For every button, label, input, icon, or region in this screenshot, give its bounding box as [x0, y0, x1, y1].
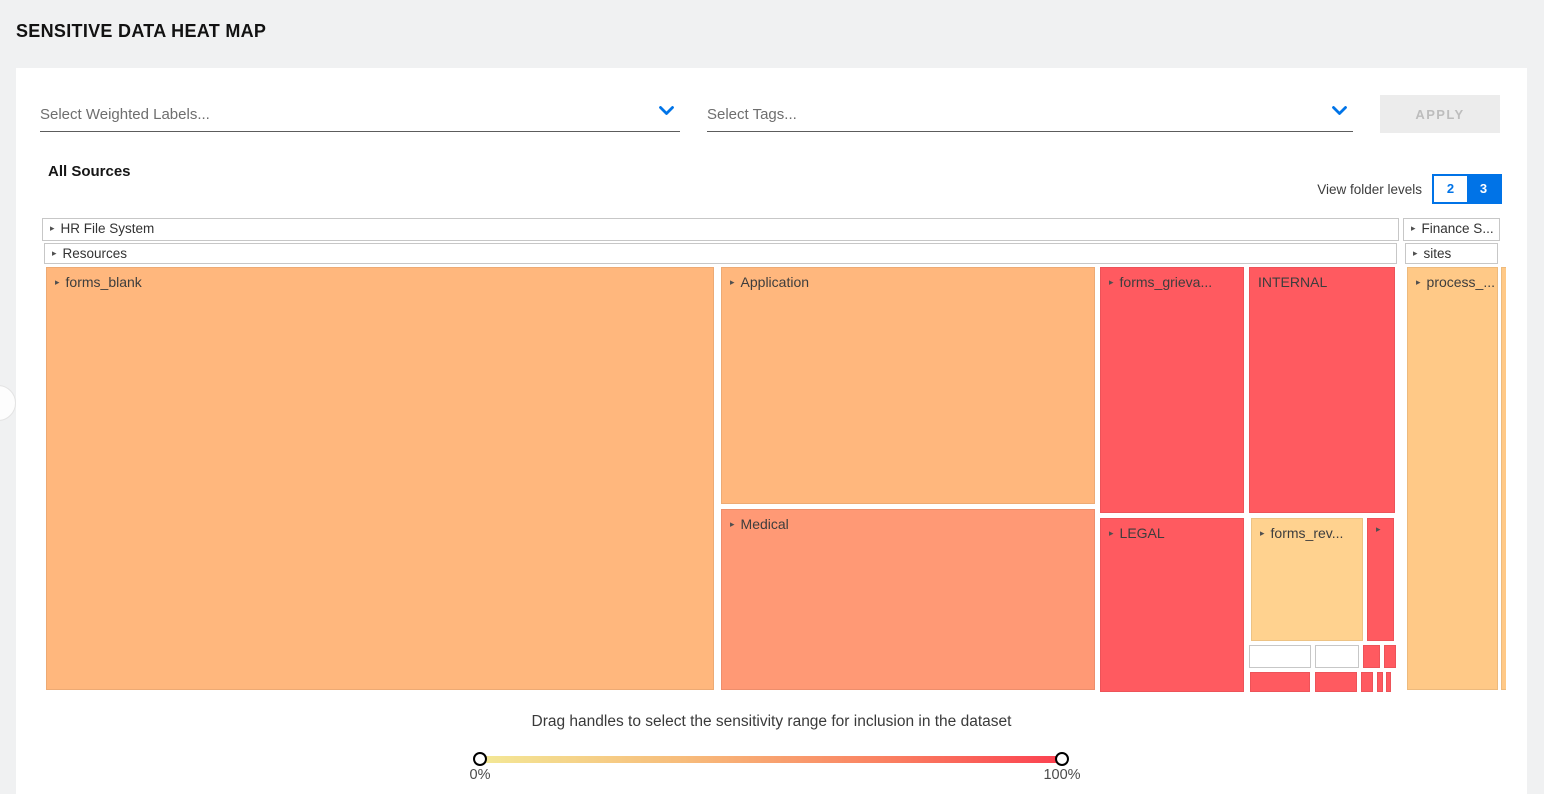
source-finance-shares[interactable]: ▸ Finance S... — [1403, 218, 1500, 241]
weighted-labels-placeholder: Select Weighted Labels... — [40, 106, 210, 123]
apply-button[interactable]: APPLY — [1380, 95, 1500, 133]
expand-arrow-icon: ▸ — [1411, 223, 1416, 233]
slider-handle-max[interactable] — [1055, 752, 1069, 766]
expand-arrow-icon: ▸ — [1416, 276, 1421, 287]
chevron-down-icon[interactable] — [1332, 103, 1347, 121]
source-hr-file-system[interactable]: ▸ HR File System — [42, 218, 1399, 241]
node-text: forms_grieva... — [1119, 274, 1213, 290]
expand-arrow-icon: ▸ — [1413, 248, 1418, 258]
expand-arrow-icon: ▸ — [1376, 524, 1381, 534]
expand-arrow-icon: ▸ — [50, 223, 55, 233]
slider-handle-min[interactable] — [473, 752, 487, 766]
tile-process[interactable]: ▸ process_... — [1407, 267, 1498, 690]
chevron-down-icon[interactable] — [659, 103, 674, 121]
heatmap-title: All Sources — [48, 163, 131, 180]
expand-arrow-icon: ▸ — [1109, 276, 1114, 287]
tile-forms-blank[interactable]: ▸ forms_blank — [46, 267, 714, 690]
tile-legal-label: ▸ LEGAL — [1101, 519, 1243, 541]
tile-forms-grievance[interactable]: ▸ forms_grieva... — [1100, 267, 1244, 513]
sensitivity-range-slider[interactable]: 0% 100% — [470, 752, 1081, 783]
tags-select[interactable]: Select Tags... — [707, 98, 1353, 132]
slider-instruction: Drag handles to select the sensitivity r… — [531, 713, 1012, 730]
tile-forms-rev[interactable]: ▸ forms_rev... — [1251, 518, 1363, 641]
tile-internal-label: INTERNAL — [1250, 268, 1394, 290]
node-text: HR File System — [60, 221, 155, 236]
node-text: forms_blank — [65, 274, 142, 290]
tile-process-clipped-label: ▸ — [1502, 268, 1506, 283]
expand-arrow-icon: ▸ — [52, 248, 57, 258]
tile-small-white-2[interactable] — [1315, 645, 1359, 668]
panel-edge-handle[interactable] — [0, 385, 16, 421]
folder-resources[interactable]: ▸ Resources — [44, 243, 1397, 264]
page-title: SENSITIVE DATA HEAT MAP — [16, 21, 267, 41]
tile-small-red-2[interactable] — [1384, 645, 1396, 668]
folder-level-option-2[interactable]: 2 — [1434, 176, 1467, 202]
source-hr-file-system-label: ▸ HR File System — [43, 219, 1398, 236]
tile-forms-rev-label: ▸ forms_rev... — [1252, 519, 1362, 541]
expand-arrow-icon: ▸ — [730, 518, 735, 529]
tile-small-red-6[interactable] — [1377, 672, 1383, 692]
node-text: Finance S... — [1421, 221, 1494, 236]
tile-medical-label: ▸ Medical — [722, 510, 1094, 532]
node-text: Resources — [62, 246, 128, 261]
expand-arrow-icon: ▸ — [1109, 527, 1114, 538]
tile-small-red-5[interactable] — [1361, 672, 1373, 692]
tile-small-red-tall[interactable]: ▸ — [1367, 518, 1394, 641]
node-text: LEGAL — [1119, 525, 1165, 541]
view-folder-levels-label: View folder levels — [1317, 181, 1422, 197]
tile-small-red-4[interactable] — [1315, 672, 1357, 692]
heatmap-treemap: ▸ HR File System ▸ Finance S... ▸ Resources ▸ s… — [42, 218, 1506, 692]
slider-min-label: 0% — [469, 767, 491, 783]
tile-forms-blank-label: ▸ forms_blank — [47, 268, 713, 290]
node-text: Application — [740, 274, 810, 290]
tile-small-white-1[interactable] — [1249, 645, 1311, 668]
tile-forms-grievance-label: ▸ forms_grieva... — [1101, 268, 1243, 290]
content-panel: Select Weighted Labels... Select Tags...… — [16, 68, 1527, 794]
tile-small-red-7[interactable] — [1386, 672, 1391, 692]
weighted-labels-select[interactable]: Select Weighted Labels... — [40, 98, 680, 132]
tile-medical[interactable]: ▸ Medical — [721, 509, 1095, 690]
node-text: Medical — [740, 516, 789, 532]
tile-legal[interactable]: ▸ LEGAL — [1100, 518, 1244, 692]
node-text: forms_rev... — [1270, 525, 1344, 541]
tile-small-red-tall-label: ▸ — [1368, 519, 1393, 534]
expand-arrow-icon: ▸ — [1260, 527, 1265, 538]
tile-small-red-1[interactable] — [1363, 645, 1380, 668]
tile-small-red-3[interactable] — [1250, 672, 1310, 692]
tile-process-label: ▸ process_... — [1408, 268, 1497, 290]
tile-internal[interactable]: INTERNAL — [1249, 267, 1395, 513]
source-finance-shares-label: ▸ Finance S... — [1404, 219, 1499, 236]
tags-placeholder: Select Tags... — [707, 106, 797, 123]
tile-application-label: ▸ Application — [722, 268, 1094, 290]
node-text: INTERNAL — [1258, 274, 1328, 290]
slider-max-label: 100% — [1043, 767, 1081, 783]
folder-sites[interactable]: ▸ sites — [1405, 243, 1498, 264]
expand-arrow-icon: ▸ — [55, 276, 60, 287]
tile-application[interactable]: ▸ Application — [721, 267, 1095, 504]
folder-level-option-3[interactable]: 3 — [1467, 176, 1500, 202]
tile-process-clipped[interactable]: ▸ — [1501, 267, 1506, 690]
node-text: process_... — [1426, 274, 1496, 290]
node-text: sites — [1423, 246, 1452, 261]
folder-resources-label: ▸ Resources — [45, 244, 1396, 261]
folder-sites-label: ▸ sites — [1406, 244, 1497, 261]
expand-arrow-icon: ▸ — [730, 276, 735, 287]
